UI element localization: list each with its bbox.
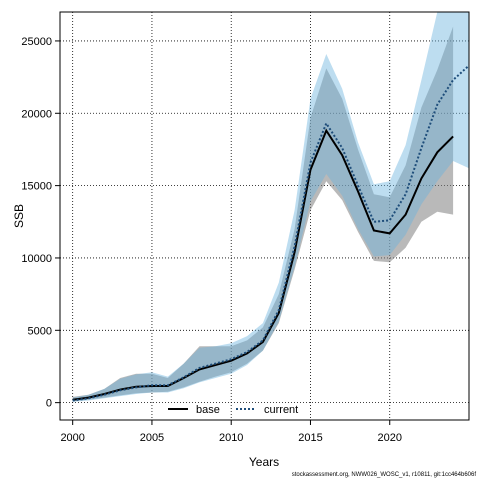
x-tick-label: 2000 [60, 432, 84, 444]
y-axis-title: SSB [12, 204, 26, 228]
legend-label-base: base [196, 404, 220, 416]
legend-label-current: current [264, 404, 298, 416]
y-tick-label: 5000 [28, 325, 52, 337]
legend: base current [168, 404, 298, 416]
series-lines [72, 64, 469, 402]
band-base [72, 26, 454, 402]
y-tick-label: 20000 [21, 108, 52, 120]
y-tick-label: 10000 [21, 253, 52, 265]
plot-frame [59, 11, 470, 421]
x-tick-label: 2020 [377, 432, 401, 444]
y-tick-label: 15000 [21, 181, 52, 193]
x-tick-label: 2005 [140, 432, 164, 444]
axes: 2000 2005 2010 2015 2020 0 5000 10000 15000 20000… [21, 36, 402, 444]
x-tick-label: 2010 [219, 432, 243, 444]
footer-credit: stockassessment.org, NWW026_WOSC_v1, r10… [292, 472, 477, 478]
x-axis-title: Years [249, 455, 279, 469]
band-current [72, 12, 469, 402]
y-tick-label: 25000 [21, 36, 52, 48]
line-current [72, 64, 469, 402]
confidence-bands [72, 12, 469, 402]
y-tick-label: 0 [46, 398, 52, 410]
x-tick-label: 2015 [298, 432, 322, 444]
